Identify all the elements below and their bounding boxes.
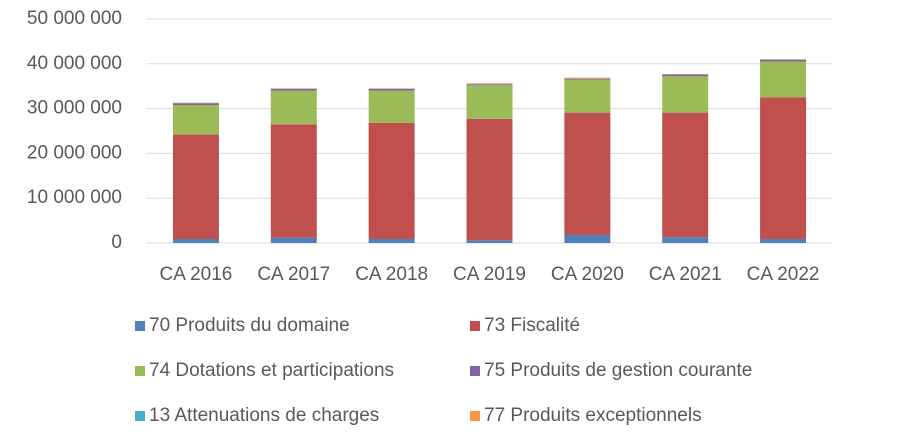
legend-label: 74 Dotations et participations: [149, 360, 394, 381]
y-tick-label: 20 000 000: [27, 142, 122, 163]
bar-segment: [662, 237, 708, 243]
bar-segment: [662, 76, 708, 112]
y-tick-label: 0: [111, 232, 122, 253]
legend-swatch: [135, 321, 145, 331]
y-tick-label: 40 000 000: [27, 53, 122, 74]
legend-label: 70 Produits du domaine: [149, 315, 350, 336]
bar-segment: [271, 238, 317, 243]
x-tick-label: CA 2016: [159, 264, 232, 285]
bar-segment: [173, 135, 219, 239]
bar-segment: [271, 89, 317, 91]
bar-segment: [564, 78, 610, 79]
bar-segment: [369, 239, 415, 243]
x-tick-label: CA 2022: [747, 264, 820, 285]
bar-segment: [662, 75, 708, 77]
bar-segment: [173, 239, 219, 243]
bar-segment: [564, 79, 610, 112]
bar-segment: [271, 124, 317, 237]
bar-segment: [760, 97, 806, 239]
bar-segment: [467, 85, 513, 119]
legend-swatch: [135, 366, 145, 376]
legend-swatch: [470, 321, 480, 331]
bar-segment: [369, 91, 415, 123]
x-tick-label: CA 2018: [355, 264, 428, 285]
bar-segment: [173, 103, 219, 105]
legend-label: 75 Produits de gestion courante: [484, 360, 752, 381]
y-tick-label: 30 000 000: [27, 98, 122, 119]
legend-swatch: [470, 366, 480, 376]
bar-segment: [467, 240, 513, 243]
bar-segment: [760, 62, 806, 98]
bar-segment: [467, 119, 513, 240]
x-tick-label: CA 2019: [453, 264, 526, 285]
bar-segment: [564, 235, 610, 243]
legend-swatch: [470, 411, 480, 421]
bar-segment: [662, 113, 708, 238]
legend-label: 73 Fiscalité: [484, 315, 580, 336]
y-tick-label: 10 000 000: [27, 187, 122, 208]
y-tick-label: 50 000 000: [27, 8, 122, 29]
bar-segment: [467, 84, 513, 85]
legend-label: 13 Attenuations de charges: [149, 405, 379, 426]
bar-segment: [564, 79, 610, 80]
bar-segment: [369, 123, 415, 239]
bar-segment: [173, 105, 219, 135]
bar-segment: [564, 113, 610, 235]
bar-segment: [369, 89, 415, 91]
x-tick-label: CA 2021: [649, 264, 722, 285]
bar-segment: [467, 83, 513, 84]
x-tick-label: CA 2020: [551, 264, 624, 285]
bar-segment: [271, 91, 317, 125]
legend-swatch: [135, 411, 145, 421]
bar-segment: [760, 60, 806, 62]
x-tick-label: CA 2017: [257, 264, 330, 285]
legend-label: 77 Produits exceptionnels: [484, 405, 702, 426]
bar-segment: [760, 239, 806, 243]
